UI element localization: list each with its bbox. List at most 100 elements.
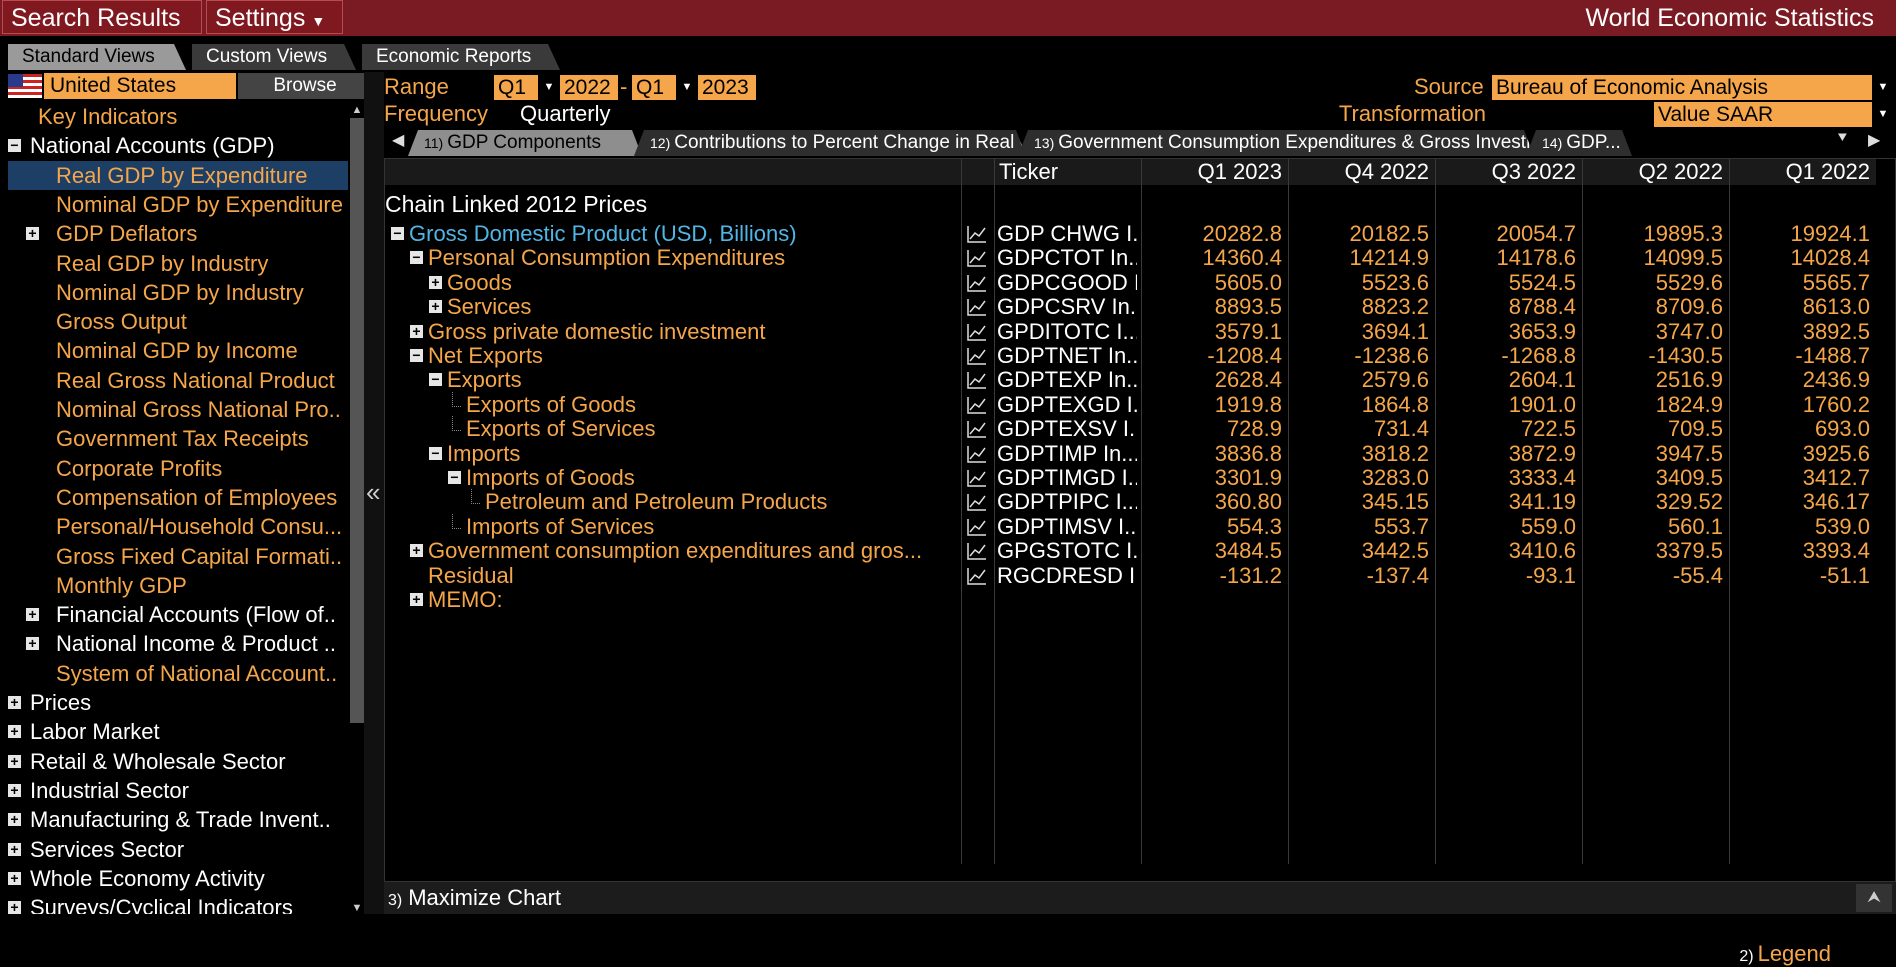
- tab-economic-reports[interactable]: Economic Reports: [362, 44, 560, 70]
- range-to-quarter[interactable]: Q1: [632, 75, 676, 100]
- tree-item[interactable]: Gross Fixed Capital Formati..: [8, 542, 348, 571]
- tab-standard-views[interactable]: Standard Views: [8, 44, 186, 70]
- row-ticker[interactable]: GDPTIMSV I...: [997, 513, 1137, 539]
- row-value[interactable]: 3694.1: [1361, 318, 1429, 344]
- row-value[interactable]: 3892.5: [1802, 318, 1870, 344]
- row-value[interactable]: 3925.6: [1802, 440, 1870, 466]
- row-label[interactable]: Imports: [447, 440, 521, 466]
- line-chart-icon[interactable]: [967, 347, 987, 365]
- row-label[interactable]: Residual: [428, 562, 514, 588]
- tree-item[interactable]: + Industrial Sector: [8, 776, 348, 805]
- column-header-q4-2022[interactable]: Q4 2022: [1289, 159, 1435, 185]
- row-value[interactable]: 3947.5: [1655, 440, 1723, 466]
- row-value[interactable]: 5565.7: [1802, 269, 1870, 295]
- row-ticker[interactable]: GDPTIMGD I...: [997, 465, 1137, 490]
- frequency-value[interactable]: Quarterly: [520, 101, 611, 126]
- row-value[interactable]: -55.4: [1672, 562, 1723, 588]
- row-value[interactable]: 1760.2: [1802, 391, 1870, 417]
- collapse-icon[interactable]: −: [391, 226, 404, 240]
- tree-item[interactable]: + Labor Market: [8, 717, 348, 746]
- table-row[interactable]: + Services GDPCSRV In... 8893.5 8823.2 8788.4…: [385, 292, 1875, 321]
- tab-gdp-components[interactable]: 11) GDP Components: [408, 130, 642, 156]
- collapse-panel-button[interactable]: «: [364, 72, 384, 914]
- row-value[interactable]: 3818.2: [1361, 440, 1429, 466]
- settings-button[interactable]: Settings ▼: [206, 0, 343, 34]
- row-value[interactable]: 20182.5: [1349, 221, 1429, 246]
- row-value[interactable]: 3283.0: [1361, 465, 1429, 490]
- row-value[interactable]: 3579.1: [1214, 318, 1282, 344]
- expand-icon[interactable]: +: [410, 324, 423, 338]
- tree-item[interactable]: + Retail & Wholesale Sector: [8, 747, 348, 776]
- row-label[interactable]: Government consumption expenditures and …: [428, 538, 923, 564]
- column-header-q3-2022[interactable]: Q3 2022: [1436, 159, 1582, 185]
- row-value[interactable]: 8788.4: [1508, 294, 1576, 320]
- row-label[interactable]: MEMO:: [428, 587, 503, 612]
- collapse-icon[interactable]: −: [448, 470, 461, 484]
- table-row[interactable]: − Exports GDPTEXP In... 2628.4 2579.6 2604.1 2…: [385, 365, 1875, 394]
- scroll-up-icon[interactable]: ▲: [351, 104, 363, 116]
- tree-item[interactable]: Gross Output: [8, 307, 348, 336]
- row-value[interactable]: 2628.4: [1214, 367, 1282, 393]
- row-value[interactable]: -137.4: [1366, 562, 1429, 588]
- expand-icon[interactable]: +: [8, 871, 21, 885]
- tab-custom-views[interactable]: Custom Views: [192, 44, 356, 70]
- row-label[interactable]: Personal Consumption Expenditures: [428, 245, 786, 271]
- tab-contributions[interactable]: 12) Contributions to Percent Change in Re…: [634, 130, 1026, 156]
- row-value[interactable]: 8613.0: [1802, 294, 1870, 320]
- row-value[interactable]: 539.0: [1814, 513, 1870, 539]
- row-label[interactable]: Goods: [447, 269, 512, 295]
- row-value[interactable]: 8893.5: [1214, 294, 1282, 320]
- tab-scroll-left-icon[interactable]: ◀: [392, 132, 405, 149]
- row-label[interactable]: Net Exports: [428, 343, 543, 368]
- tab-gdp-more[interactable]: 14) GDP...: [1526, 130, 1632, 156]
- line-chart-icon[interactable]: [967, 371, 987, 390]
- row-ticker[interactable]: GDPTIMP In...: [997, 440, 1137, 466]
- line-chart-icon[interactable]: [967, 274, 987, 292]
- row-ticker[interactable]: GDPTEXSV I...: [997, 416, 1137, 442]
- row-value[interactable]: 722.5: [1520, 416, 1576, 442]
- row-ticker[interactable]: RGCDRESD I...: [997, 562, 1137, 588]
- browse-button[interactable]: Browse: [238, 73, 372, 99]
- row-value[interactable]: 553.7: [1373, 513, 1429, 539]
- table-row[interactable]: + MEMO:: [385, 585, 1875, 614]
- row-value[interactable]: -1238.6: [1354, 343, 1429, 368]
- row-value[interactable]: 3653.9: [1508, 318, 1576, 344]
- row-value[interactable]: 3484.5: [1214, 538, 1282, 564]
- tree-item[interactable]: Real GDP by Industry: [8, 249, 348, 278]
- row-value[interactable]: 8709.6: [1655, 294, 1723, 320]
- row-value[interactable]: 2579.6: [1361, 367, 1429, 393]
- row-ticker[interactable]: GDPTNET In...: [997, 343, 1137, 368]
- row-value[interactable]: -1430.5: [1648, 343, 1723, 368]
- collapse-icon[interactable]: −: [410, 348, 423, 362]
- column-header-q1-2022[interactable]: Q1 2022: [1730, 159, 1876, 185]
- table-row[interactable]: − Imports of Goods GDPTIMGD I... 3301.9 3283…: [385, 463, 1875, 492]
- row-value[interactable]: 1901.0: [1508, 391, 1576, 417]
- tree-item[interactable]: + Manufacturing & Trade Invent..: [8, 805, 348, 834]
- expand-icon[interactable]: +: [429, 299, 442, 314]
- row-value[interactable]: -131.2: [1219, 562, 1282, 588]
- line-chart-icon[interactable]: [967, 445, 987, 463]
- line-chart-icon[interactable]: [967, 225, 987, 243]
- row-value[interactable]: 3872.9: [1508, 440, 1576, 466]
- row-value[interactable]: 5523.6: [1361, 269, 1429, 295]
- line-chart-icon[interactable]: [967, 542, 987, 560]
- row-value[interactable]: 3747.0: [1655, 318, 1723, 344]
- row-label[interactable]: Imports of Goods: [466, 465, 635, 490]
- row-value[interactable]: 341.19: [1508, 489, 1576, 515]
- tab-menu-icon[interactable]: ⯆: [1836, 130, 1849, 147]
- range-from-quarter[interactable]: Q1: [494, 75, 538, 100]
- table-row[interactable]: + Government consumption expenditures and…: [385, 536, 1875, 565]
- row-value[interactable]: 709.5: [1667, 416, 1723, 442]
- row-ticker[interactable]: GPDITOTC I...: [997, 318, 1137, 344]
- tree-item[interactable]: + Services Sector: [8, 835, 348, 864]
- row-ticker[interactable]: GPGSTOTC I...: [997, 538, 1137, 564]
- table-row[interactable]: − Personal Consumption Expenditures GDPCTO…: [385, 243, 1875, 272]
- expand-icon[interactable]: +: [8, 900, 21, 914]
- tab-scroll-right-icon[interactable]: ▶: [1868, 132, 1881, 149]
- tree-item[interactable]: + Whole Economy Activity: [8, 864, 348, 893]
- row-value[interactable]: 1824.9: [1655, 391, 1723, 417]
- row-value[interactable]: 345.15: [1361, 489, 1429, 515]
- tree-item[interactable]: System of National Account..: [8, 659, 348, 688]
- expand-icon[interactable]: +: [8, 783, 21, 797]
- row-value[interactable]: 559.0: [1520, 513, 1576, 539]
